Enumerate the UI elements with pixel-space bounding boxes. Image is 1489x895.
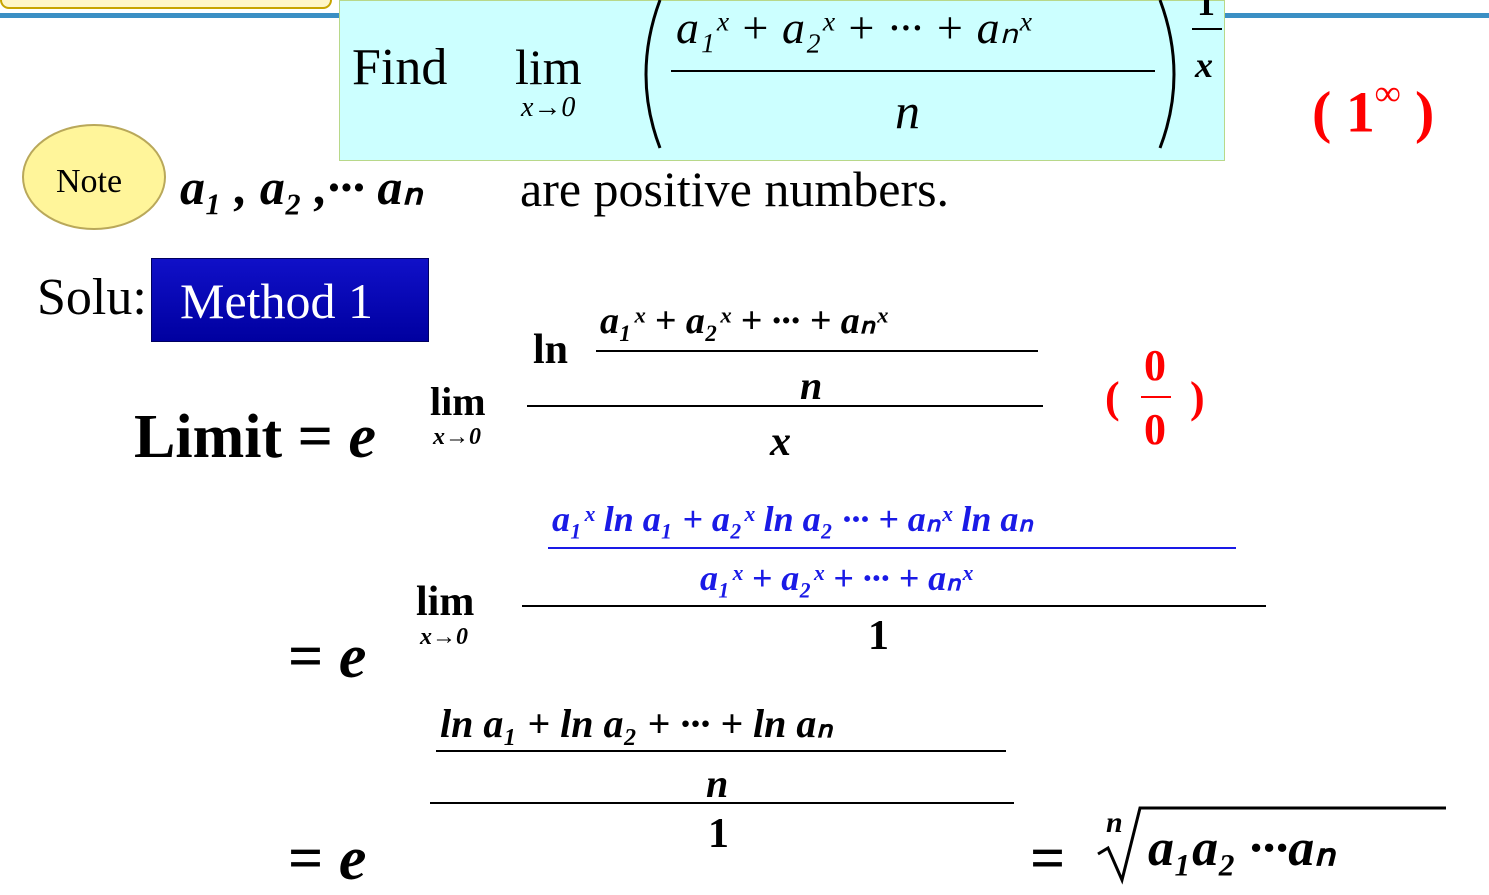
line2-lim: lim xyxy=(416,579,475,625)
result-radicand: a₁a₂ ···aₙ xyxy=(1148,820,1335,877)
problem-fraction-bar xyxy=(671,70,1155,72)
line3-equals: = xyxy=(288,825,324,893)
line2-outer-bar xyxy=(522,605,1266,607)
line2-lhs: = e xyxy=(288,622,366,693)
note-bubble-label: Note xyxy=(56,163,123,200)
note-text: are positive numbers. xyxy=(520,161,950,217)
line3-e: e xyxy=(338,825,367,893)
radical-sign xyxy=(1096,804,1448,885)
line3-inner-denominator: n xyxy=(706,761,729,806)
line2-e: e xyxy=(338,623,367,691)
result-equals: = xyxy=(1030,825,1066,893)
line1-outer-denominator: x xyxy=(770,419,791,465)
line1-outer-bar xyxy=(527,405,1043,407)
line2-inner-bar xyxy=(548,547,1236,549)
indeterminate-form-tag: ( 1∞ ) xyxy=(1312,73,1435,145)
header-tab-shape xyxy=(0,0,332,9)
solution-label: Solu: xyxy=(37,269,147,326)
problem-lim-subscript: x→0 xyxy=(521,92,576,123)
line3-inner-bar xyxy=(436,750,1006,752)
problem-numerator: a₁ˣ + a₂ˣ + ··· + aₙˣ xyxy=(676,2,1031,53)
line3-lhs: = e xyxy=(288,824,366,895)
find-label: Find xyxy=(352,39,448,96)
zero-over-zero-close: ) xyxy=(1190,373,1205,422)
problem-exponent-bar xyxy=(1192,28,1222,30)
problem-right-paren xyxy=(1150,0,1200,150)
zero-numerator: 0 xyxy=(1144,341,1166,390)
problem-lim: lim xyxy=(515,39,582,95)
problem-box xyxy=(339,0,1225,161)
limit-word: Limit xyxy=(134,403,283,471)
line3-outer-denominator: 1 xyxy=(708,811,729,857)
line1-lim: lim xyxy=(430,379,486,424)
problem-exponent-denominator: x xyxy=(1195,45,1213,85)
zero-bar xyxy=(1141,396,1171,398)
line2-lim-subscript: x→0 xyxy=(420,624,468,650)
form-base: 1 xyxy=(1345,79,1375,145)
line3-inner-numerator: ln a₁ + ln a₂ + ··· + ln aₙ xyxy=(440,701,833,746)
limit-label: Limit = e xyxy=(134,402,376,473)
method-1-button[interactable]: Method 1 xyxy=(151,258,429,342)
line3-outer-bar xyxy=(430,802,1014,804)
line1-inner-numerator: a₁ˣ + a₂ˣ + ··· + aₙˣ xyxy=(600,300,888,342)
problem-exponent-numerator: 1 xyxy=(1197,0,1215,23)
line1-ln: ln xyxy=(533,327,569,373)
zero-denominator: 0 xyxy=(1144,405,1166,454)
note-bubble[interactable] xyxy=(22,124,166,230)
form-sup: ∞ xyxy=(1374,73,1401,113)
line2-outer-denominator: 1 xyxy=(868,613,889,659)
result-root-index: n xyxy=(1106,806,1123,839)
line2-inner-numerator: a₁ˣ ln a₁ + a₂ˣ ln a₂ ··· + aₙˣ ln aₙ xyxy=(552,499,1033,539)
limit-equals: = xyxy=(297,403,333,471)
line2-inner-denominator: a₁ˣ + a₂ˣ + ··· + aₙˣ xyxy=(700,558,973,598)
note-math: a₁ , a₂ ,··· aₙ xyxy=(180,159,423,215)
zero-over-zero-open: ( xyxy=(1105,373,1120,422)
line1-lim-subscript: x→0 xyxy=(433,424,481,450)
limit-e: e xyxy=(348,403,376,471)
problem-left-paren xyxy=(622,0,672,150)
line1-inner-denominator: n xyxy=(800,363,823,408)
line2-equals: = xyxy=(288,623,324,691)
problem-denominator: n xyxy=(895,83,920,139)
line1-inner-bar xyxy=(596,350,1038,352)
